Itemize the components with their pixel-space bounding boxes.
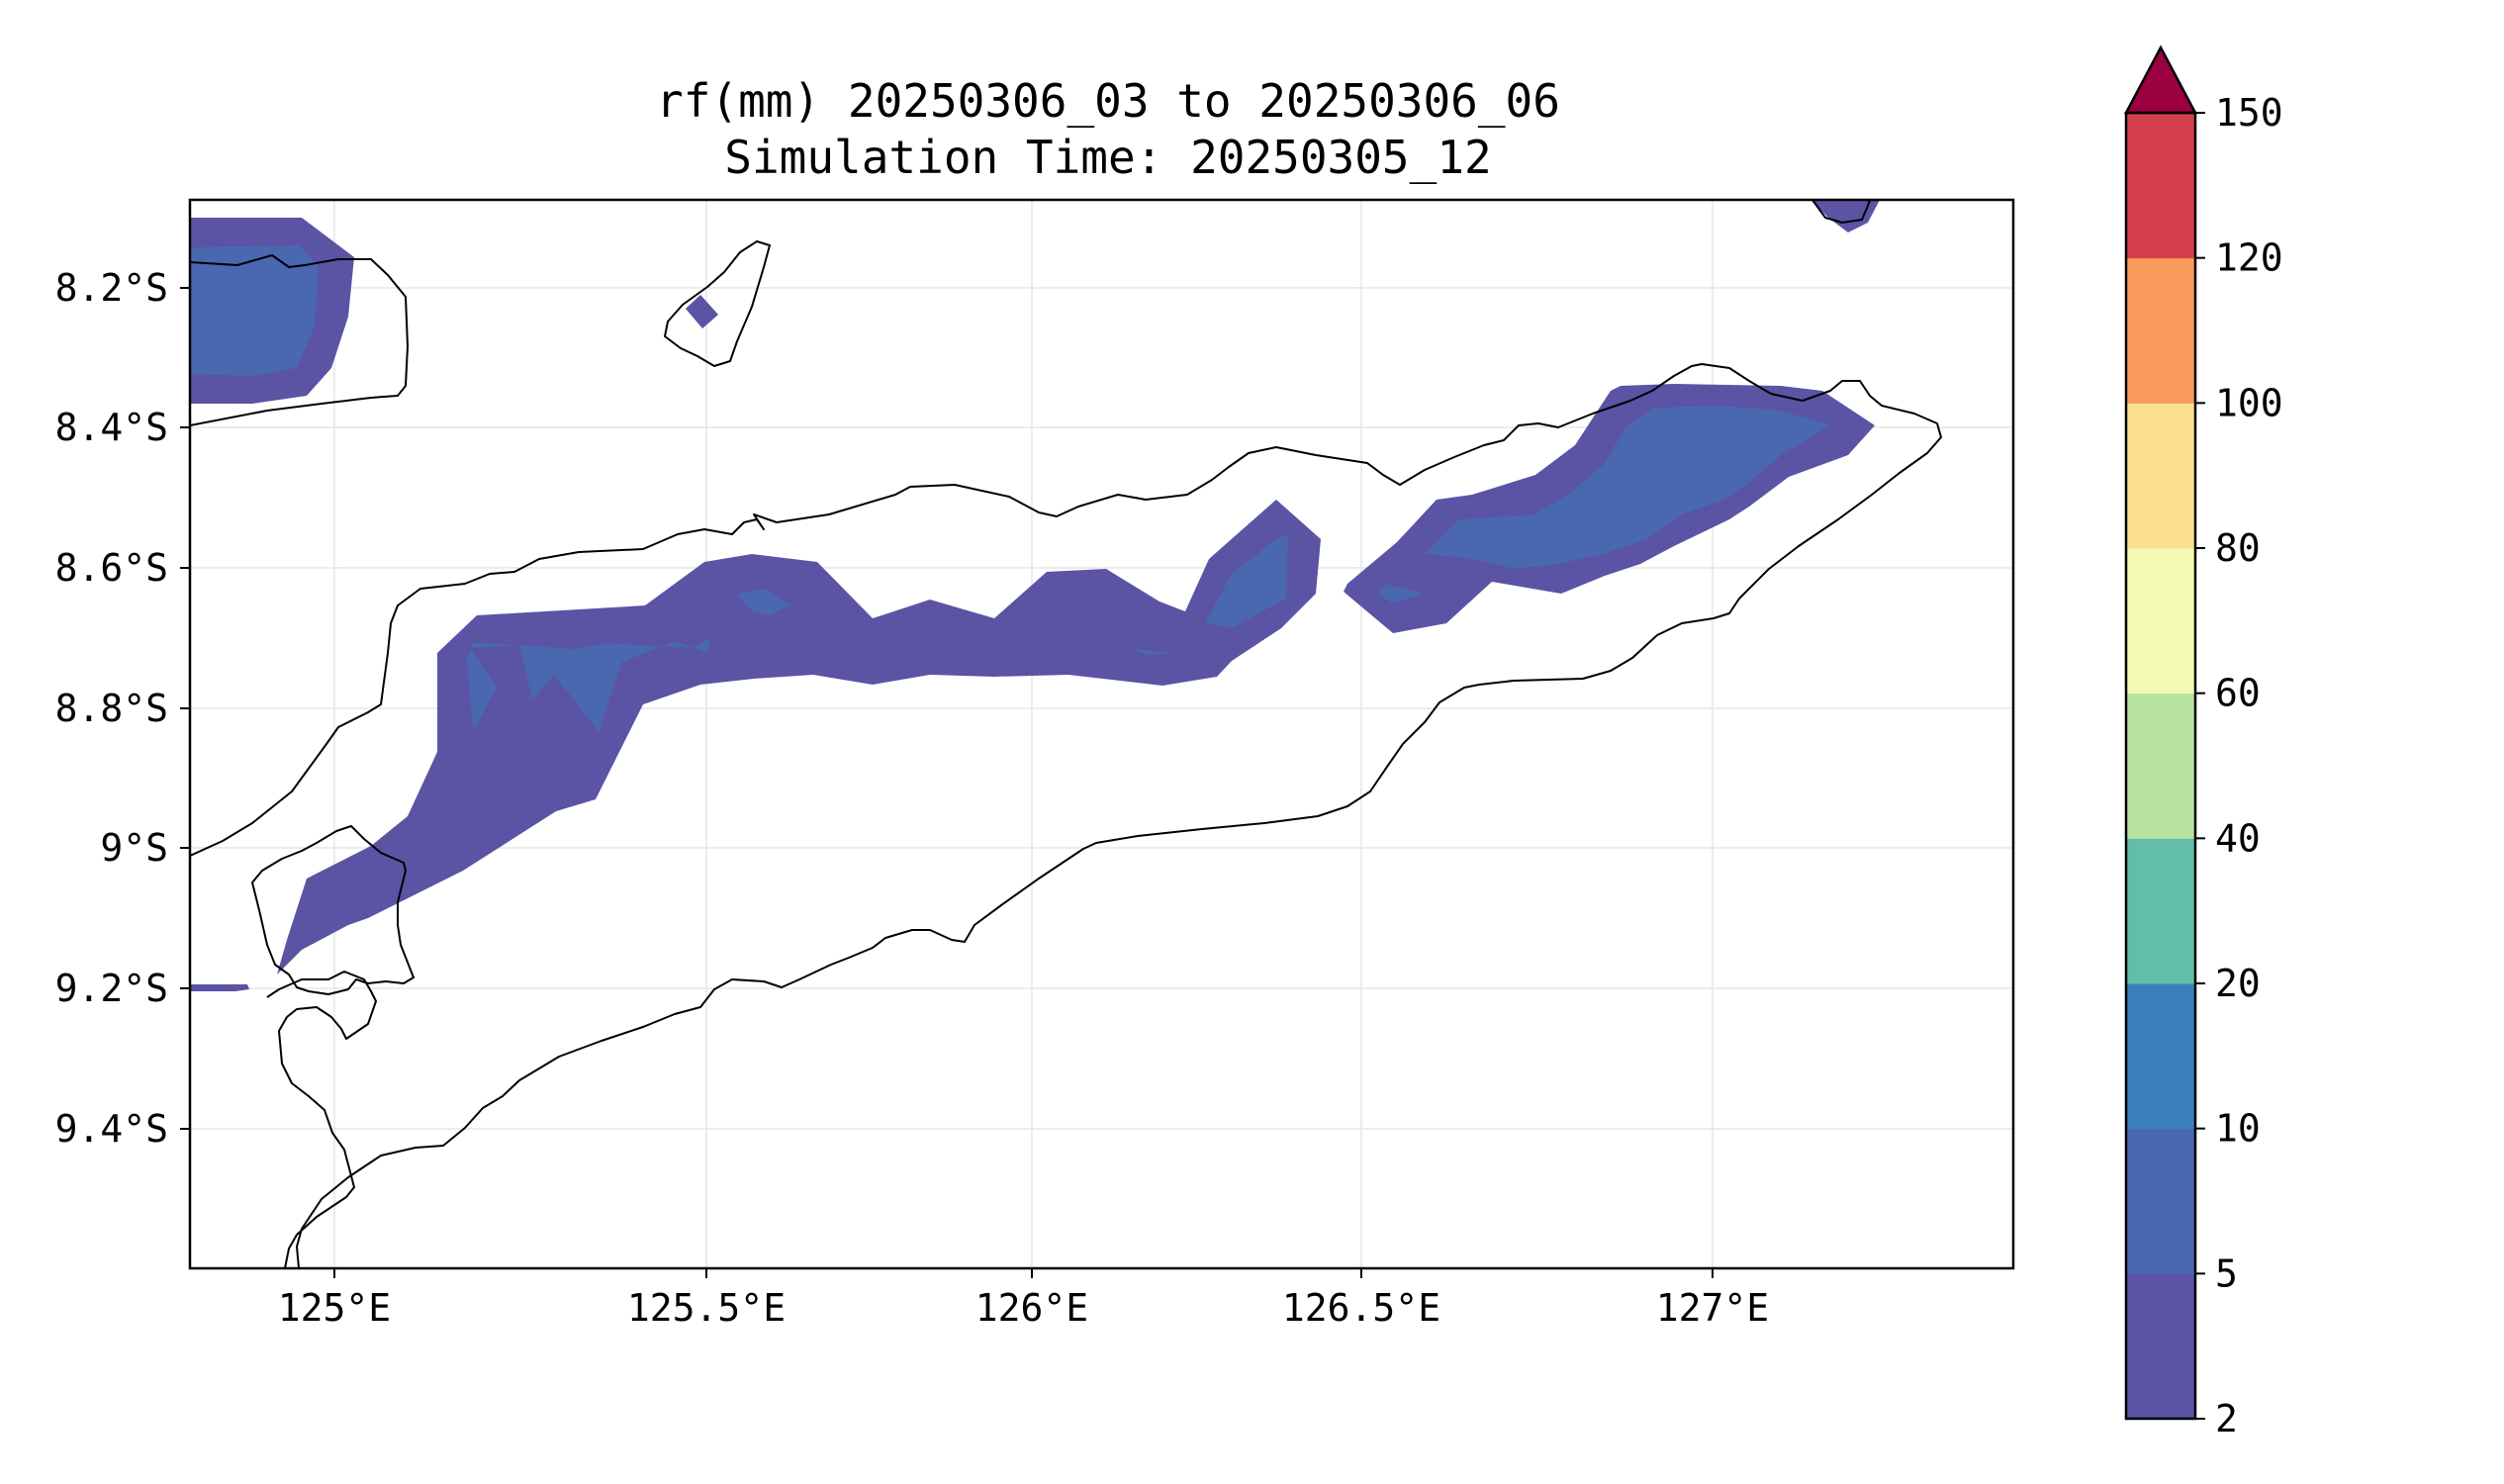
colorbar-segment (2126, 983, 2195, 1130)
colorbar-tick-label: 40 (2215, 816, 2261, 860)
colorbar-segment (2126, 548, 2195, 695)
x-tick-label: 126°E (975, 1286, 1088, 1330)
coast-timor-north (190, 363, 1942, 1268)
map-frame (188, 198, 2015, 1270)
map-panel (188, 198, 2015, 1270)
coast-timor-west (266, 971, 377, 1268)
y-axis: 8.2°S 8.4°S 8.6°S 8.8°S 9°S 9.2°S 9.4°S (55, 266, 190, 1151)
rain-core-small-east (1130, 648, 1177, 655)
coastlines (190, 200, 1942, 1268)
colorbar-tick-label: 100 (2215, 381, 2283, 424)
colorbar-extend-arrow (2123, 45, 2198, 115)
colorbar-segment (2126, 1128, 2195, 1274)
rain-core-middle (737, 589, 789, 615)
rainfall-contours-5-10mm (190, 245, 1830, 732)
y-tick-label: 9.4°S (55, 1107, 168, 1151)
y-tick-label: 8.6°S (55, 546, 168, 590)
coast-enclave (251, 825, 415, 995)
x-tick-label: 126.5°E (1282, 1286, 1440, 1330)
colorbar-segment (2126, 1273, 2195, 1420)
colorbar-tick-label: 60 (2215, 672, 2261, 715)
rain-region-atauro (686, 295, 718, 328)
rain-region-main-band (277, 500, 1321, 974)
y-tick-label: 8.4°S (55, 406, 168, 449)
coast-atauro (664, 240, 771, 367)
rain-core-west-band (467, 638, 710, 732)
colorbar-segment (2126, 257, 2195, 404)
colorbar-tick-label: 120 (2215, 236, 2283, 280)
y-tick-label: 9°S (100, 826, 168, 870)
rain-region-west-sliver (190, 984, 249, 991)
rain-core-east-band (1377, 584, 1425, 603)
colorbar-tick-label: 2 (2215, 1397, 2238, 1440)
colorbar-segment (2126, 693, 2195, 839)
x-axis: 125°E 125.5°E 126°E 126.5°E 127°E (278, 1268, 1769, 1330)
rain-core-east-main (1425, 406, 1830, 569)
colorbar-tick-label: 10 (2215, 1107, 2261, 1151)
coast-northeast-island (1811, 200, 1871, 224)
colorbar-tick-label: 80 (2215, 526, 2261, 570)
x-tick-label: 125.5°E (627, 1286, 786, 1330)
x-tick-label: 125°E (278, 1286, 391, 1330)
rain-region-northeast (1810, 200, 1880, 232)
colorbar-outline (2124, 111, 2197, 1421)
x-tick-label: 127°E (1656, 1286, 1769, 1330)
title-line-2: Simulation Time: 20250305_12 (724, 131, 1491, 184)
colorbar: 2 5 10 20 40 60 80 100 120 150 (2123, 45, 2283, 1440)
colorbar-segment (2126, 838, 2195, 984)
colorbar-segment (2126, 403, 2195, 549)
colorbar-tick-label: 150 (2215, 91, 2283, 135)
rain-core-northwest (190, 245, 319, 376)
colorbar-tick-label: 5 (2215, 1252, 2238, 1295)
y-tick-label: 8.8°S (55, 687, 168, 730)
y-tick-label: 9.2°S (55, 967, 168, 1010)
colorbar-segment (2126, 113, 2195, 259)
y-tick-label: 8.2°S (55, 266, 168, 310)
rain-core-mid-east (1205, 534, 1288, 628)
title-line-1: rf(mm) 20250306_03 to 20250306_06 (656, 74, 1560, 128)
coast-wetar-north (190, 254, 409, 426)
colorbar-tick-label: 20 (2215, 962, 2261, 1005)
